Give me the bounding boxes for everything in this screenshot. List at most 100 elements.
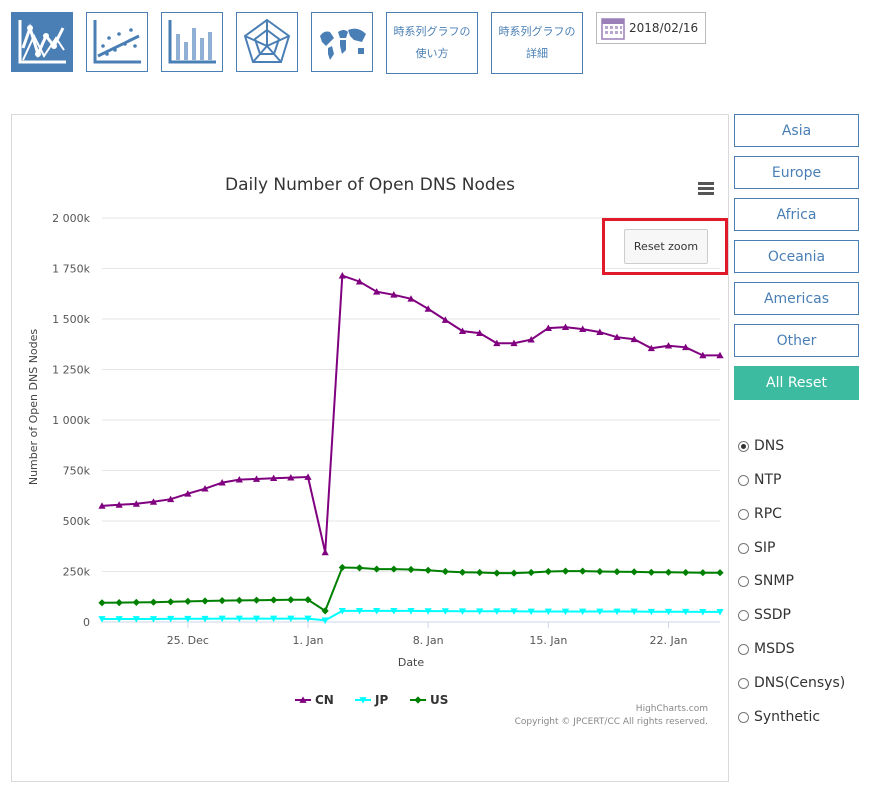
data-point [184,615,192,623]
data-point [579,325,587,332]
data-point [527,608,535,616]
data-point [390,608,398,615]
legend-item-us[interactable]: US [410,693,448,707]
howto-line2: 使い方 [415,47,449,60]
radio-label-sip: SIP [754,540,776,556]
radar-chart-button[interactable] [236,12,298,72]
radio-label-snmp: SNMP [754,573,794,589]
legend-item-jp[interactable]: JP [355,693,388,707]
data-point [373,608,381,615]
world-map-button[interactable] [311,12,373,72]
y-tick-label: 750k [63,465,91,478]
data-point [647,608,655,616]
data-point [218,596,226,605]
data-point [132,598,140,607]
data-point [167,598,175,606]
data-point [716,351,724,359]
data-point [544,567,552,576]
credits-link[interactable]: HighCharts.com [636,704,708,714]
radio-dns[interactable]: DNS [738,436,784,456]
x-tick-label: 1. Jan [293,634,324,647]
bar-chart-button[interactable] [161,12,223,72]
data-point [613,568,621,576]
legend-item-cn[interactable]: CN [295,693,334,707]
x-tick-label: 22. Jan [650,634,688,647]
region-oceania-button[interactable]: Oceania [734,240,859,273]
data-point [167,495,175,503]
legend-label: JP [374,693,388,707]
data-point [132,500,140,507]
radio-dot-msds[interactable] [738,643,749,655]
radio-label-ntp: NTP [754,472,782,488]
data-point [596,608,604,616]
region-africa-button[interactable]: Africa [734,198,859,231]
radio-dot-rpc[interactable] [738,508,749,520]
data-point [321,607,329,615]
data-point [682,568,690,577]
region-americas-button[interactable]: Americas [734,282,859,315]
data-point [561,323,570,330]
date-picker[interactable]: 2018/02/16 [596,12,706,44]
region-europe-button[interactable]: Europe [734,156,859,189]
radio-dot-dns-censys[interactable] [738,677,749,689]
x-axis-label: Date [398,656,425,669]
data-point [218,615,226,623]
y-axis-label: Number of Open DNS Nodes [27,329,40,486]
radio-label-synthetic: Synthetic [754,709,821,725]
y-tick-label: 1 000k [52,414,90,427]
data-point [270,474,278,482]
radio-dot-synthetic[interactable] [738,711,749,723]
data-point [304,615,312,623]
reset-zoom-button[interactable]: Reset zoom [624,229,708,264]
radio-rpc[interactable]: RPC [738,504,782,524]
y-axis-ticks: 0 250k 500k 750k 1 000k 1 250k 1 500k 1 750k 2 0… [52,212,90,629]
radio-dot-sip[interactable] [738,542,749,554]
data-point [407,565,415,574]
data-point [458,327,467,334]
radio-ssdp[interactable]: SSDP [738,605,791,625]
line-chart-button[interactable] [11,12,73,72]
data-point [579,567,587,575]
radio-dot-ntp[interactable] [738,474,749,486]
data-point [493,339,501,347]
data-point [561,608,570,616]
radio-dot-ssdp[interactable] [738,609,749,621]
details-button[interactable]: 時系列グラフの 詳細 [491,12,583,74]
world-map-icon [320,28,366,60]
data-point [476,568,484,577]
data-point [321,617,329,624]
data-point [115,501,123,508]
all-reset-button[interactable]: All Reset [734,366,859,400]
region-asia-button[interactable]: Asia [734,114,859,147]
y-tick-label: 1 250k [52,364,90,377]
gridlines [102,217,720,623]
radio-snmp[interactable]: SNMP [738,571,794,591]
data-point [355,564,364,572]
data-point [441,608,449,615]
data-point [716,609,724,616]
radio-msds[interactable]: MSDS [738,639,795,659]
data-point [270,596,278,604]
radio-dot-dns[interactable] [738,440,749,452]
radio-sip[interactable]: SIP [738,538,775,558]
series-line [101,566,720,613]
data-point [424,566,432,574]
scatter-chart-button[interactable] [86,12,148,72]
data-point [149,498,158,505]
radio-ntp[interactable]: NTP [738,470,781,490]
radio-synthetic[interactable]: Synthetic [738,707,820,727]
radio-dns-censys[interactable]: DNS(Censys) [738,673,845,693]
data-point [167,615,175,623]
data-point [544,324,552,331]
hamburger-menu-icon[interactable] [698,182,714,195]
data-point [338,271,346,279]
radio-dot-snmp[interactable] [738,575,749,587]
howto-button[interactable]: 時系列グラフの 使い方 [386,12,478,74]
series-layer [98,271,724,624]
y-tick-label: 500k [63,515,91,528]
data-point [527,336,535,343]
data-point [699,569,707,577]
data-point [98,599,106,607]
data-point [149,598,158,606]
region-other-button[interactable]: Other [734,324,859,357]
